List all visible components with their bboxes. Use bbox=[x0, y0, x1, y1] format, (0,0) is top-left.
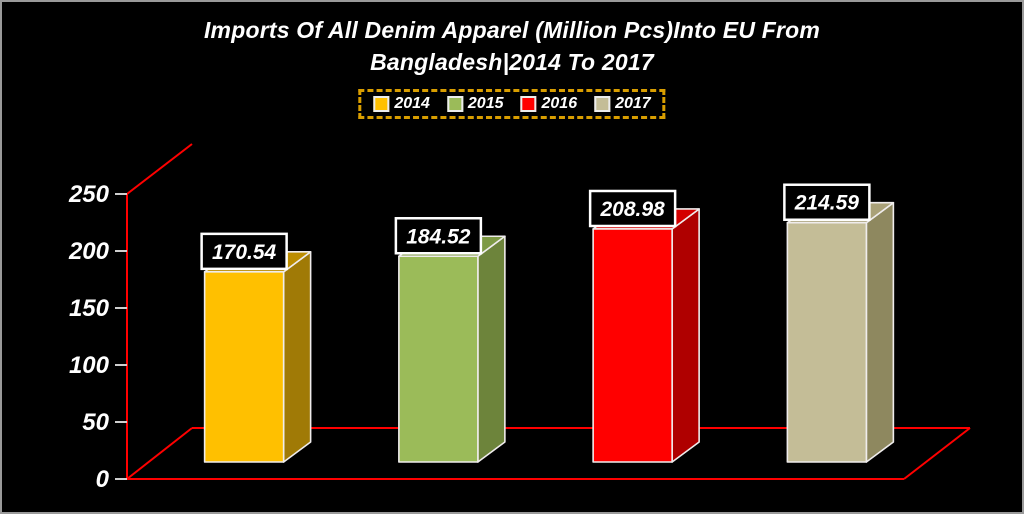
legend: 2014 2015 2016 2017 bbox=[358, 89, 666, 119]
y-axis-label-100: 100 bbox=[69, 352, 110, 379]
floor-right-edge bbox=[903, 427, 971, 480]
legend-label-2016: 2016 bbox=[541, 95, 578, 112]
value-label-2017: 214.59 bbox=[794, 192, 860, 215]
legend-item-2016: 2016 bbox=[520, 95, 578, 113]
value-label-box-2016 bbox=[588, 189, 677, 228]
value-label-box-2015 bbox=[394, 217, 483, 255]
y-axis-label-50: 50 bbox=[82, 409, 109, 436]
y-axis-label-150: 150 bbox=[69, 295, 110, 322]
legend-label-2014: 2014 bbox=[394, 95, 430, 112]
bar-2017-side-face bbox=[865, 201, 895, 463]
floor-left-edge bbox=[126, 427, 193, 480]
legend-label-2015: 2015 bbox=[467, 95, 504, 112]
value-label-2015: 184.52 bbox=[406, 225, 471, 248]
bar-2016-front-face bbox=[592, 228, 673, 463]
legend-swatch-2015 bbox=[446, 96, 463, 112]
legend-swatch-2014 bbox=[373, 96, 390, 112]
value-label-2014: 170.54 bbox=[212, 241, 277, 264]
bar-2017-front-face bbox=[786, 221, 868, 463]
bar-2015-side-face bbox=[477, 235, 506, 463]
legend-item-2017: 2017 bbox=[594, 95, 651, 113]
legend-swatch-2016 bbox=[520, 96, 537, 112]
value-label-box-2017 bbox=[783, 183, 871, 221]
value-label-box-2014 bbox=[200, 232, 288, 271]
bar-2014-side-face bbox=[282, 251, 312, 463]
y-axis-label-250: 250 bbox=[68, 181, 110, 208]
chart-title: Imports Of All Denim Apparel (Million Pc… bbox=[2, 14, 1022, 78]
back-wall-top-edge bbox=[126, 143, 193, 195]
legend-swatch-2017 bbox=[594, 96, 611, 112]
bar-2016-side-face bbox=[671, 208, 700, 463]
y-axis-label-200: 200 bbox=[68, 238, 110, 265]
chart-title-line1: Imports Of All Denim Apparel (Million Pc… bbox=[203, 17, 821, 43]
y-axis-label-0: 0 bbox=[96, 466, 110, 493]
legend-label-2017: 2017 bbox=[615, 95, 651, 112]
value-label-2016: 208.98 bbox=[600, 198, 666, 221]
legend-item-2015: 2015 bbox=[446, 95, 504, 113]
chart-title-line2: Bangladesh|2014 To 2017 bbox=[370, 49, 654, 75]
legend-item-2014: 2014 bbox=[373, 95, 430, 113]
bar-2015-front-face bbox=[398, 255, 479, 463]
bar-2014-front-face bbox=[203, 271, 285, 463]
